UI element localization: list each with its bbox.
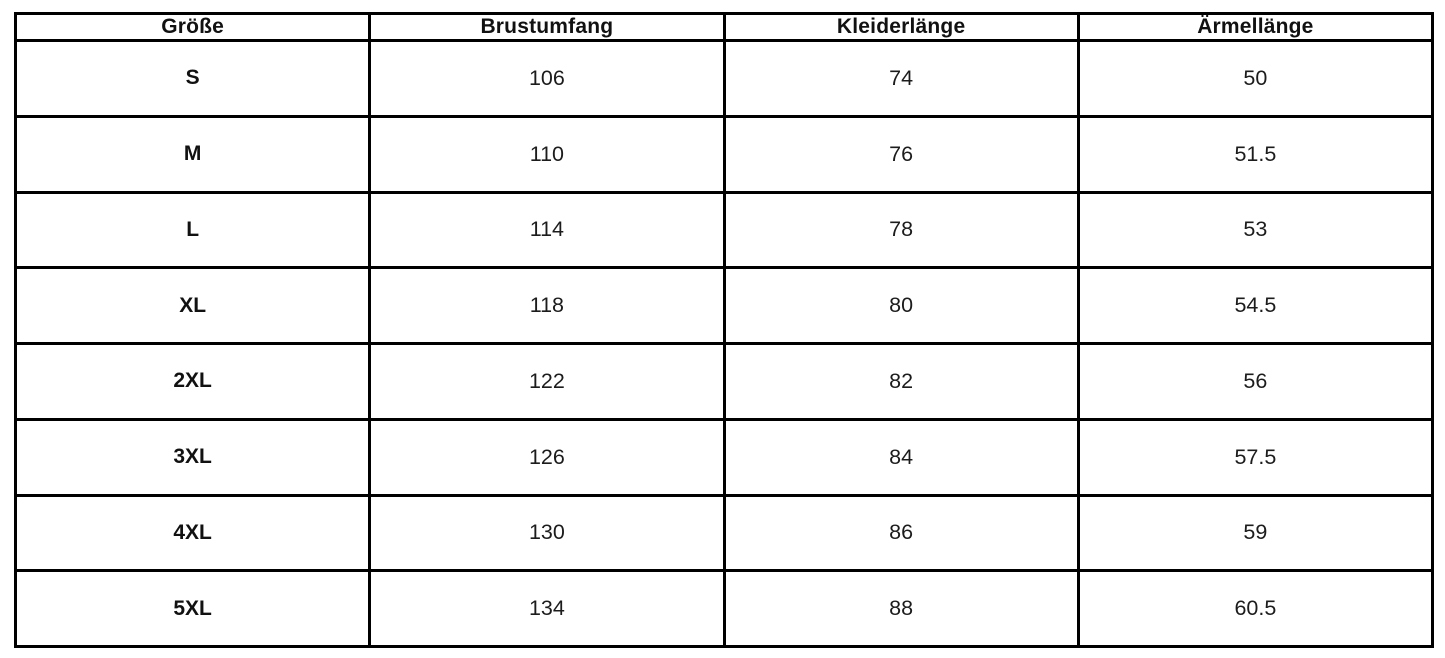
table-row-l: L 114 78 53 bbox=[13, 190, 1435, 270]
brustumfang-cell: 106 bbox=[368, 39, 726, 118]
table-row-s: S 106 74 50 bbox=[13, 39, 1435, 118]
kleiderlaenge-cell: 86 bbox=[722, 493, 1080, 573]
aermellaenge-cell: 60.5 bbox=[1076, 569, 1435, 648]
aermellaenge-cell: 57.5 bbox=[1076, 417, 1435, 497]
table-row-m: M 110 76 51.5 bbox=[13, 114, 1435, 194]
aermellaenge-cell: 50 bbox=[1076, 39, 1435, 118]
brustumfang-cell: 118 bbox=[368, 266, 726, 345]
size-cell: 2XL bbox=[13, 342, 372, 421]
brustumfang-cell: 114 bbox=[368, 190, 726, 270]
brustumfang-cell: 110 bbox=[368, 114, 726, 194]
size-cell: L bbox=[13, 190, 372, 270]
size-cell: M bbox=[13, 114, 372, 194]
brustumfang-cell: 126 bbox=[368, 417, 726, 497]
size-cell: 4XL bbox=[13, 493, 372, 573]
table-row-4xl: 4XL 130 86 59 bbox=[13, 493, 1435, 573]
size-cell: S bbox=[13, 39, 372, 118]
brustumfang-cell: 130 bbox=[368, 493, 726, 573]
kleiderlaenge-cell: 74 bbox=[722, 39, 1080, 118]
aermellaenge-cell: 54.5 bbox=[1076, 266, 1435, 345]
size-chart-header: Größe Brustumfang Kleiderlänge Ärmelläng… bbox=[13, 12, 1435, 42]
table-row-2xl: 2XL 122 82 56 bbox=[13, 342, 1435, 421]
kleiderlaenge-cell: 80 bbox=[722, 266, 1080, 345]
kleiderlaenge-cell: 76 bbox=[722, 114, 1080, 194]
header-row: Größe Brustumfang Kleiderlänge Ärmelläng… bbox=[13, 12, 1435, 42]
brustumfang-cell: 122 bbox=[368, 342, 726, 421]
kleiderlaenge-cell: 84 bbox=[722, 417, 1080, 497]
header-cell-kleiderlaenge: Kleiderlänge bbox=[722, 12, 1080, 42]
brustumfang-cell: 134 bbox=[368, 569, 726, 648]
size-cell: 3XL bbox=[13, 417, 372, 497]
size-chart-body: S 106 74 50 M 110 76 51.5 L 114 78 53 XL… bbox=[13, 39, 1435, 648]
aermellaenge-cell: 59 bbox=[1076, 493, 1435, 573]
kleiderlaenge-cell: 82 bbox=[722, 342, 1080, 421]
header-cell-aermellaenge: Ärmellänge bbox=[1076, 12, 1435, 42]
size-cell: 5XL bbox=[13, 569, 372, 648]
table-row-5xl: 5XL 134 88 60.5 bbox=[13, 569, 1435, 648]
header-cell-groesse: Größe bbox=[13, 12, 372, 42]
aermellaenge-cell: 53 bbox=[1076, 190, 1435, 270]
aermellaenge-cell: 56 bbox=[1076, 342, 1435, 421]
kleiderlaenge-cell: 78 bbox=[722, 190, 1080, 270]
kleiderlaenge-cell: 88 bbox=[722, 569, 1080, 648]
header-cell-brustumfang: Brustumfang bbox=[368, 12, 726, 42]
size-cell: XL bbox=[13, 266, 372, 345]
size-chart-table: Größe Brustumfang Kleiderlänge Ärmelläng… bbox=[13, 12, 1435, 648]
table-row-3xl: 3XL 126 84 57.5 bbox=[13, 417, 1435, 497]
table-row-xl: XL 118 80 54.5 bbox=[13, 266, 1435, 345]
aermellaenge-cell: 51.5 bbox=[1076, 114, 1435, 194]
